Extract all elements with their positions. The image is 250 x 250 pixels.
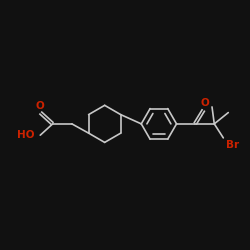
Text: O: O — [200, 98, 209, 108]
Text: HO: HO — [17, 130, 34, 140]
Text: Br: Br — [226, 140, 239, 150]
Text: O: O — [36, 102, 44, 112]
